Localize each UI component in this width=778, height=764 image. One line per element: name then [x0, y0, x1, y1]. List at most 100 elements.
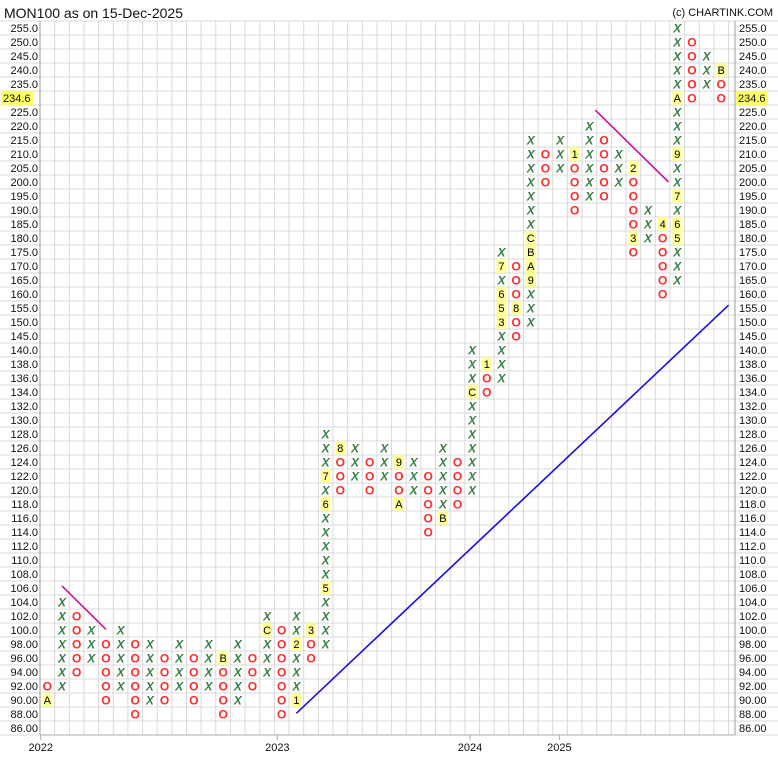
x-box: X — [233, 680, 243, 694]
y-tick-label-left: 102.0 — [10, 611, 38, 623]
y-tick-label-right: 90.00 — [739, 695, 767, 707]
month-marker: 2 — [630, 163, 636, 175]
x-box: X — [555, 134, 565, 148]
x-box: X — [438, 442, 448, 456]
o-box: O — [218, 694, 227, 708]
y-tick-label-right: 132.0 — [739, 401, 767, 413]
o-box: O — [43, 680, 52, 694]
x-box: X — [57, 652, 67, 666]
y-tick-label-right: 215.0 — [739, 135, 767, 147]
o-box: O — [160, 666, 169, 680]
x-box: X — [203, 666, 213, 680]
y-tick-label-right: 250.0 — [739, 37, 767, 49]
month-marker-bg — [481, 357, 492, 371]
month-marker: A — [44, 695, 52, 707]
y-tick-label-right: 255.0 — [739, 23, 767, 35]
support-line — [295, 304, 730, 714]
month-marker: A — [527, 261, 535, 273]
month-marker-bg — [437, 511, 448, 525]
x-box: X — [643, 232, 653, 246]
x-box: X — [145, 638, 155, 652]
month-marker-bg — [393, 455, 404, 469]
o-box: O — [482, 386, 491, 400]
y-tick-label-right: 138.0 — [739, 359, 767, 371]
o-box: O — [599, 190, 608, 204]
x-box: X — [584, 148, 594, 162]
y-axis: 255.0 255.0 250.0 250.0 245.0 245.0 240.0 240.0… — [1, 23, 768, 735]
y-tick-label-right: 100.0 — [739, 625, 767, 637]
x-box: X — [262, 666, 272, 680]
y-tick-label-left: 235.0 — [10, 79, 38, 91]
y-tick-label-left: 94.00 — [10, 667, 38, 679]
x-box: X — [672, 36, 682, 50]
month-marker: 1 — [572, 149, 578, 161]
x-box: X — [467, 484, 477, 498]
x-box: X — [145, 666, 155, 680]
month-marker-bg — [672, 231, 683, 245]
trend-lines — [61, 109, 730, 714]
o-box: O — [482, 372, 491, 386]
x-box: X — [496, 358, 506, 372]
y-tick-label-right: 175.0 — [739, 247, 767, 259]
pnf-column-x: XXX — [86, 624, 96, 666]
y-tick-label-left: 130.0 — [10, 415, 38, 427]
x-box: X — [672, 260, 682, 274]
x-box: X — [438, 484, 448, 498]
y-tick-label-right: 126.0 — [739, 443, 767, 455]
o-box: O — [248, 680, 257, 694]
y-tick-label-left: 195.0 — [10, 191, 38, 203]
o-box: O — [277, 638, 286, 652]
o-box: O — [511, 330, 520, 344]
y-tick-label-left: 140.0 — [10, 345, 38, 357]
x-box: X — [145, 694, 155, 708]
y-tick-label-left: 124.0 — [10, 457, 38, 469]
month-marker: A — [674, 93, 682, 105]
y-tick-label-left: 255.0 — [10, 23, 38, 35]
x-box: X — [584, 120, 594, 134]
x-box: X — [321, 596, 331, 610]
copyright: (c) CHARTINK.COM — [672, 7, 773, 19]
x-box: X — [467, 372, 477, 386]
y-tick-label-right: 136.0 — [739, 373, 767, 385]
x-box: X — [233, 694, 243, 708]
resistance-line-2022 — [61, 585, 107, 630]
o-box: O — [365, 484, 374, 498]
month-marker: 5 — [674, 233, 680, 245]
o-box: O — [541, 148, 550, 162]
x-box: X — [321, 568, 331, 582]
x-box: X — [321, 554, 331, 568]
o-box: O — [218, 680, 227, 694]
o-box: O — [599, 162, 608, 176]
y-tick-label-left: 100.0 — [10, 625, 38, 637]
o-box: O — [629, 190, 638, 204]
month-marker-bg — [672, 189, 683, 203]
x-box: X — [702, 78, 712, 92]
y-tick-label-left: 240.0 — [10, 65, 38, 77]
x-box: X — [702, 64, 712, 78]
o-box: O — [717, 78, 726, 92]
month-marker: 6 — [674, 219, 680, 231]
y-tick-label-right: 180.0 — [739, 233, 767, 245]
month-marker-bg — [42, 693, 53, 707]
month-marker-bg — [262, 623, 273, 637]
x-box: X — [672, 274, 682, 288]
month-marker: 3 — [308, 625, 314, 637]
x-box: X — [233, 638, 243, 652]
o-box: O — [658, 288, 667, 302]
y-tick-label-right: 102.0 — [739, 611, 767, 623]
x-box: X — [321, 610, 331, 624]
x-box: X — [496, 330, 506, 344]
o-box: O — [248, 652, 257, 666]
month-marker: 1 — [484, 359, 490, 371]
o-box: O — [658, 232, 667, 246]
month-marker-bg — [496, 301, 507, 315]
x-box: X — [379, 456, 389, 470]
o-box: O — [453, 484, 462, 498]
o-box: O — [424, 484, 433, 498]
x-box: X — [321, 624, 331, 638]
